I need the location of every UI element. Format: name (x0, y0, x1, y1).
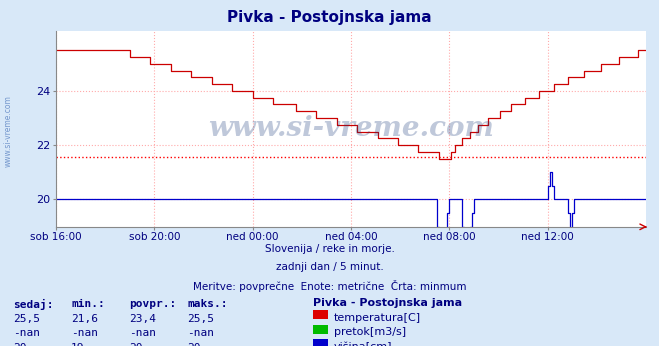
Text: 20: 20 (129, 343, 142, 346)
Text: višina[cm]: višina[cm] (334, 342, 393, 346)
Text: temperatura[C]: temperatura[C] (334, 313, 421, 323)
Text: min.:: min.: (71, 299, 105, 309)
Text: 25,5: 25,5 (13, 314, 40, 324)
Text: Pivka - Postojnska jama: Pivka - Postojnska jama (313, 298, 462, 308)
Text: -nan: -nan (129, 328, 156, 338)
Text: 19: 19 (71, 343, 84, 346)
Text: Slovenija / reke in morje.: Slovenija / reke in morje. (264, 244, 395, 254)
Text: -nan: -nan (71, 328, 98, 338)
Text: Meritve: povprečne  Enote: metrične  Črta: minmum: Meritve: povprečne Enote: metrične Črta:… (192, 280, 467, 292)
Text: Pivka - Postojnska jama: Pivka - Postojnska jama (227, 10, 432, 25)
Text: zadnji dan / 5 minut.: zadnji dan / 5 minut. (275, 262, 384, 272)
Text: sedaj:: sedaj: (13, 299, 53, 310)
Text: -nan: -nan (187, 328, 214, 338)
Text: povpr.:: povpr.: (129, 299, 177, 309)
Text: 20: 20 (13, 343, 26, 346)
Text: maks.:: maks.: (187, 299, 227, 309)
Text: www.si-vreme.com: www.si-vreme.com (208, 115, 494, 143)
Text: pretok[m3/s]: pretok[m3/s] (334, 327, 406, 337)
Text: -nan: -nan (13, 328, 40, 338)
Text: 25,5: 25,5 (187, 314, 214, 324)
Text: 23,4: 23,4 (129, 314, 156, 324)
Text: 21,6: 21,6 (71, 314, 98, 324)
Text: www.si-vreme.com: www.si-vreme.com (3, 95, 13, 167)
Text: 20: 20 (187, 343, 200, 346)
